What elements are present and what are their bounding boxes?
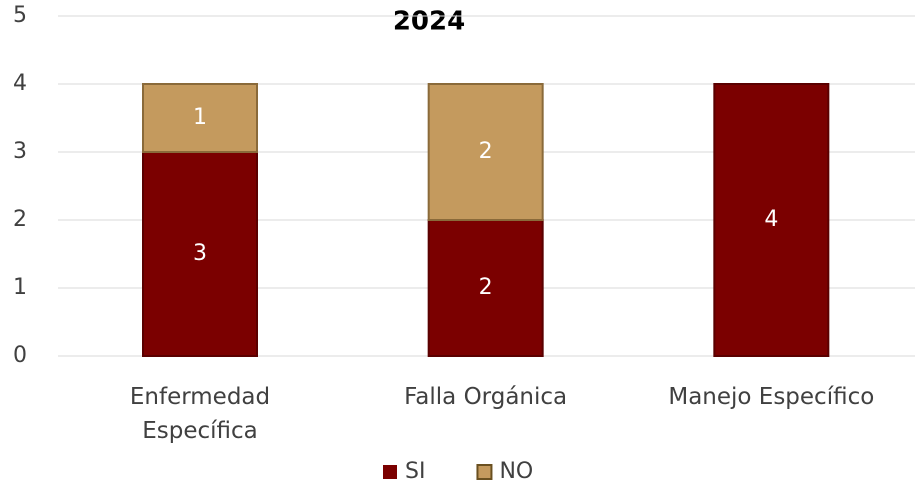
x-tick-label: Enfermedad Específica: [129, 384, 271, 444]
legend-label: SI: [405, 459, 425, 484]
y-tick-label: 5: [13, 3, 27, 28]
chart-title: 2024: [393, 7, 465, 37]
legend-swatch: [383, 465, 397, 479]
bar-segment: [427, 219, 544, 357]
bar-segment: [142, 83, 258, 153]
data-label: 3: [193, 241, 207, 266]
x-tick-label: Falla Orgánica: [404, 384, 568, 410]
y-tick-label: 0: [13, 343, 27, 368]
legend-swatch: [476, 464, 493, 480]
legend-label: NO: [499, 459, 533, 484]
bar-segment: [713, 83, 830, 357]
data-label: 2: [479, 275, 493, 300]
y-tick-label: 4: [13, 71, 27, 96]
data-label: 4: [764, 207, 778, 232]
y-tick-label: 3: [13, 139, 27, 164]
data-label: 1: [193, 105, 207, 130]
y-tick-label: 1: [13, 275, 27, 300]
y-tick-label: 2: [13, 207, 27, 232]
data-label: 2: [479, 139, 493, 164]
bar-segment: [427, 83, 544, 221]
x-tick-label: Manejo Específico: [668, 384, 875, 410]
